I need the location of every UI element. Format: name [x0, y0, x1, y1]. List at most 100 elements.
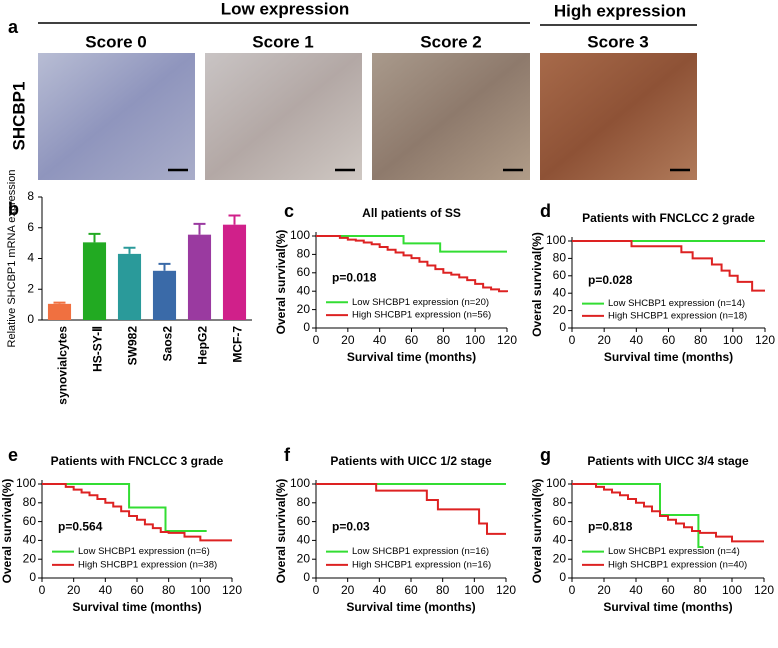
- legend-label: High SHCBP1 expression (n=40): [608, 559, 747, 570]
- x-tick-label: 0: [313, 583, 320, 597]
- x-tick-label: 80: [436, 583, 450, 597]
- x-tick-label: SW982: [126, 326, 140, 366]
- y-tick-label: 100: [16, 476, 36, 490]
- y-tick-label: 40: [23, 533, 37, 547]
- x-axis-label: Survival time (months): [347, 350, 476, 364]
- x-tick-label: 0: [39, 583, 46, 597]
- y-tick-label: 0: [27, 312, 34, 326]
- annotation: p=0.028: [588, 273, 633, 287]
- chart-title: All patients of SS: [362, 206, 461, 220]
- x-tick-label: 120: [497, 333, 517, 347]
- legend-label: High SHCBP1 expression (n=56): [352, 310, 491, 321]
- x-tick-label: 40: [373, 333, 387, 347]
- x-tick-label: 100: [723, 333, 743, 347]
- y-tick-label: 20: [23, 551, 37, 565]
- survival-curve: [316, 483, 506, 535]
- error-bar: [123, 246, 136, 254]
- legend-label: Low SHCBP1 expression (n=6): [78, 546, 210, 557]
- survival-curve: [572, 483, 764, 543]
- y-tick-label: 100: [546, 476, 566, 490]
- x-tick-label: 120: [754, 583, 774, 597]
- annotation: p=0.564: [58, 519, 103, 533]
- histology-image: [38, 53, 195, 180]
- chart-title: Patients with UICC 3/4 stage: [587, 454, 749, 468]
- histology-image: [205, 53, 362, 180]
- x-tick-label: 60: [130, 583, 144, 597]
- charts: b 0 2 4 6 8 Relative SHCBP1 mRNA expression syn…: [0, 170, 775, 615]
- y-tick-label: 60: [553, 514, 567, 528]
- legend-label: Low SHCBP1 expression (n=16): [352, 546, 489, 557]
- x-tick-label: 0: [313, 333, 320, 347]
- bar: [82, 242, 107, 320]
- y-axis-label: Overal survival(%): [530, 232, 544, 337]
- x-tick-label: 120: [496, 583, 516, 597]
- x-axis-label: Survival time (months): [604, 350, 733, 364]
- y-tick-label: 80: [23, 495, 37, 509]
- y-tick-label: 80: [297, 247, 311, 261]
- x-tick-label: 100: [722, 583, 742, 597]
- x-axis-label: Survival time (months): [346, 600, 475, 614]
- legend-label: High SHCBP1 expression (n=16): [352, 559, 491, 570]
- y-axis-label: Relative SHCBP1 mRNA expression: [6, 170, 18, 348]
- panel-label: a: [8, 17, 19, 37]
- error-bar: [158, 262, 171, 271]
- x-tick-label: 100: [190, 583, 210, 597]
- y-tick-label: 80: [553, 495, 567, 509]
- x-tick-label: HepG2: [196, 326, 210, 365]
- y-tick-label: 60: [297, 265, 311, 279]
- y-tick-label: 60: [553, 268, 567, 282]
- survival-curve: [42, 483, 207, 532]
- error-bar: [53, 301, 66, 304]
- bar: [222, 224, 247, 320]
- y-tick-label: 40: [297, 283, 311, 297]
- y-tick-label: 60: [297, 514, 311, 528]
- y-tick-label: 40: [553, 533, 567, 547]
- y-tick-label: 20: [553, 551, 567, 565]
- group-title: Low expression: [221, 0, 349, 18]
- x-tick-label: 60: [661, 583, 675, 597]
- x-tick-label: 20: [597, 583, 611, 597]
- annotation: p=0.818: [588, 519, 633, 533]
- row-label: SHCBP1: [9, 82, 28, 151]
- y-tick-label: 0: [559, 570, 566, 584]
- legend-label: High SHCBP1 expression (n=38): [78, 559, 217, 570]
- histology-image: [540, 53, 697, 180]
- error-bar: [228, 214, 241, 225]
- panel-label: g: [540, 445, 551, 465]
- x-tick-label: 20: [597, 333, 611, 347]
- panel-label: c: [284, 201, 294, 221]
- survival-curve: [572, 240, 765, 292]
- error-bar: [88, 232, 101, 243]
- survival-curve: [42, 483, 232, 542]
- score-label: Score 0: [85, 32, 146, 51]
- x-tick-label: 80: [694, 333, 708, 347]
- panel-label: d: [540, 201, 551, 221]
- x-tick-label: 0: [569, 333, 576, 347]
- y-tick-label: 4: [27, 251, 34, 265]
- y-tick-label: 40: [297, 533, 311, 547]
- y-tick-label: 100: [290, 228, 310, 242]
- x-tick-label: 60: [405, 333, 419, 347]
- y-tick-label: 2: [27, 281, 34, 295]
- x-tick-label: 20: [341, 333, 355, 347]
- y-tick-label: 80: [297, 495, 311, 509]
- y-tick-label: 6: [27, 220, 34, 234]
- y-tick-label: 40: [553, 285, 567, 299]
- chart-title: Patients with FNCLCC 2 grade: [582, 211, 755, 225]
- chart-title: Patients with FNCLCC 3 grade: [51, 454, 224, 468]
- x-tick-label: 20: [341, 583, 355, 597]
- panel-label: e: [8, 445, 18, 465]
- x-axis-label: Survival time (months): [603, 600, 732, 614]
- y-tick-label: 20: [297, 551, 311, 565]
- y-tick-label: 8: [27, 189, 34, 203]
- y-tick-label: 100: [546, 233, 566, 247]
- bar: [187, 234, 212, 320]
- y-tick-label: 0: [29, 570, 36, 584]
- y-tick-label: 0: [559, 320, 566, 334]
- x-tick-label: 100: [465, 333, 485, 347]
- x-tick-label: 60: [404, 583, 418, 597]
- x-axis-label: Survival time (months): [72, 600, 201, 614]
- x-tick-label: 120: [222, 583, 242, 597]
- annotation: p=0.018: [332, 270, 377, 284]
